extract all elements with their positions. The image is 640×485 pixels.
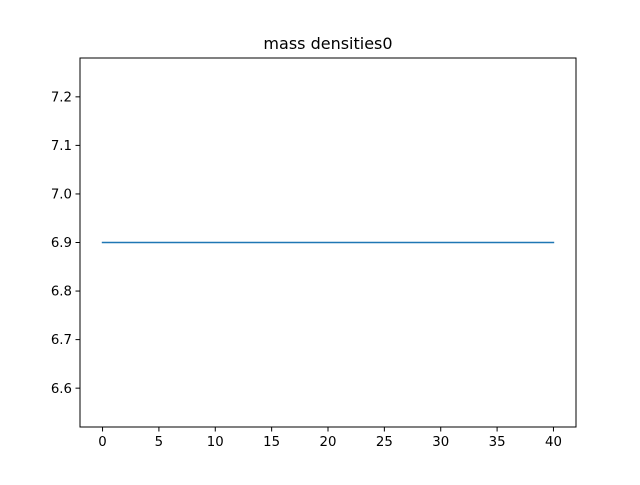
y-tick-label: 6.6 (51, 382, 72, 397)
y-tick-label: 6.8 (51, 285, 72, 300)
y-tick-label: 7.2 (51, 90, 72, 105)
x-tick-label: 0 (98, 435, 106, 450)
x-tick-label: 15 (263, 435, 280, 450)
x-tick-label: 35 (489, 435, 506, 450)
y-axis-ticks: 6.6 6.7 6.8 6.9 7.0 7.1 7.2 (51, 90, 80, 397)
x-tick-label: 20 (320, 435, 337, 450)
y-tick-label: 7.0 (51, 188, 72, 203)
y-tick-label: 6.7 (51, 333, 72, 348)
x-tick-label: 10 (207, 435, 224, 450)
chart-title: mass densities0 (263, 34, 392, 53)
x-tick-label: 30 (432, 435, 449, 450)
y-tick-label: 7.1 (51, 139, 72, 154)
x-tick-label: 5 (155, 435, 163, 450)
x-tick-label: 40 (545, 435, 562, 450)
x-tick-label: 25 (376, 435, 393, 450)
x-axis-ticks: 0 5 10 15 20 25 30 35 40 (98, 427, 562, 450)
y-tick-label: 6.9 (51, 236, 72, 251)
